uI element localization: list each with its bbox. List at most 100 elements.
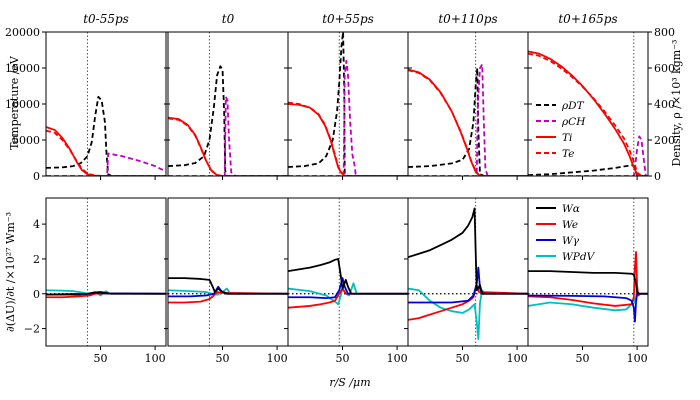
x-tick-label: 50 [94, 352, 108, 365]
top-series-0 [46, 32, 166, 176]
top-panel-4: t0+165ps 0 200 400 600 800 [524, 12, 675, 183]
bottom-panel-2: 50 100 [284, 197, 409, 365]
y-label-bottom: ∂(ΔU)/∂t /×10²⁷ Wm⁻³ [4, 212, 17, 332]
y-tick-label-left: 5000 [12, 134, 40, 147]
y-tick-label-right: 0 [654, 170, 661, 183]
series-w-e [528, 251, 648, 307]
bottom-series-2 [288, 198, 408, 346]
top-series-2 [288, 32, 408, 176]
x-tick-label: 50 [576, 352, 590, 365]
series-w-pdv [288, 282, 408, 306]
series-ti [408, 68, 528, 176]
legend-bottom: Wα We Wγ WPdV [536, 203, 596, 263]
legend-label: Te [562, 148, 574, 160]
y-label-top-left: Temperature /eV [8, 55, 21, 150]
series-ti [288, 103, 408, 176]
series-rho-ch [46, 152, 166, 176]
axes-frame [527, 197, 649, 347]
y-tick-label-right: 200 [654, 134, 675, 147]
series-w-e [168, 291, 288, 304]
series-rho-dt [408, 67, 528, 176]
axes-frame [167, 31, 289, 177]
series-ti [528, 50, 648, 176]
y-tick-label-left: 10000 [5, 98, 40, 111]
series-rho-ch [288, 59, 408, 176]
x-tick-label: 100 [267, 352, 288, 365]
legend-label: ρDT [561, 100, 585, 112]
axes-frame [45, 197, 167, 347]
x-tick-label: 50 [216, 352, 230, 365]
bottom-series-1 [168, 198, 288, 346]
y-tick-label-right: 800 [654, 26, 675, 39]
legend-label: We [562, 219, 578, 231]
series-w-gamma [288, 277, 408, 300]
panel-title-3: t0+110ps [438, 12, 497, 26]
x-tick-label: 50 [456, 352, 470, 365]
axes-frame [287, 31, 409, 177]
panel-title-1: t0 [222, 12, 235, 26]
series-te [168, 117, 288, 176]
bottom-panel-4: 50 100 [524, 197, 649, 365]
y-tick-label-right: 400 [654, 98, 675, 111]
bottom-panel-0: −2 0 2 4 50 100 [24, 197, 167, 365]
panel-title-4: t0+165ps [558, 12, 617, 26]
y-tick-label: 4 [33, 218, 40, 231]
series-w-pdv [408, 287, 528, 340]
axes-frame [167, 197, 289, 347]
x-tick-label: 100 [145, 352, 166, 365]
series-rho-dt [528, 164, 648, 176]
y-tick-label-left: 0 [33, 170, 40, 183]
y-tick-label: −2 [24, 323, 40, 336]
axes-frame [287, 197, 409, 347]
panel-title-0: t0-55ps [83, 12, 129, 26]
series-w-pdv [168, 287, 288, 296]
y-tick-label-right: 600 [654, 62, 675, 75]
axes-frame [407, 197, 529, 347]
legend-label: Ti [562, 132, 572, 144]
top-series-1 [168, 32, 288, 176]
top-series-4 [528, 32, 648, 176]
top-series-3 [408, 32, 528, 176]
series-rho-ch [408, 63, 528, 176]
bottom-series-4 [528, 198, 648, 346]
y-tick-label-left: 20000 [5, 26, 40, 39]
series-rho-dt [168, 65, 288, 176]
bottom-series-0 [46, 198, 166, 346]
series-rho-dt [288, 32, 408, 176]
series-w-e [288, 287, 408, 309]
x-tick-label: 50 [336, 352, 350, 365]
series-w-alpha [288, 258, 408, 295]
series-w-alpha [408, 207, 528, 295]
bottom-panel-1: 50 100 [164, 197, 289, 365]
panel-title-2: t0+55ps [322, 12, 374, 26]
legend-label: Wα [562, 203, 580, 215]
y-tick-label: 0 [33, 288, 40, 301]
series-w-alpha [528, 270, 648, 295]
series-w-gamma [528, 292, 648, 323]
bottom-panel-3: 50 100 [404, 197, 529, 365]
bottom-series-3 [408, 198, 528, 346]
y-tick-label: 2 [33, 253, 40, 266]
series-ti [168, 116, 288, 176]
x-tick-label: 100 [627, 352, 648, 365]
series-te [408, 69, 528, 176]
series-te [528, 52, 648, 176]
series-w-alpha [168, 277, 288, 295]
series-w-alpha [46, 291, 166, 296]
series-rho-dt [46, 95, 166, 176]
y-tick-label-left: 15000 [5, 62, 40, 75]
x-label: r/S /μm [329, 376, 370, 389]
top-panel-1: t0 [164, 12, 292, 180]
top-panel-2: t0+55ps [284, 12, 412, 180]
x-tick-label: 100 [507, 352, 528, 365]
legend-label: ρCH [561, 116, 586, 128]
legend-label: Wγ [562, 235, 580, 247]
y-label-top-right: Density, ρ /×10³ kgm⁻³ [670, 40, 683, 167]
legend-top: ρDT ρCH Ti Te [536, 100, 586, 160]
x-tick-label: 100 [387, 352, 408, 365]
top-panel-3: t0+110ps [404, 12, 532, 180]
series-rho-ch [528, 135, 648, 176]
legend-label: WPdV [562, 251, 596, 263]
